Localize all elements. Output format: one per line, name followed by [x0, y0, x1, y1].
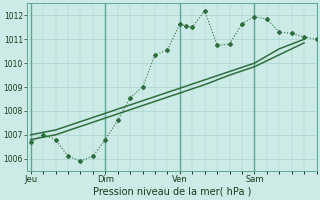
X-axis label: Pression niveau de la mer( hPa ): Pression niveau de la mer( hPa ) — [92, 187, 251, 197]
